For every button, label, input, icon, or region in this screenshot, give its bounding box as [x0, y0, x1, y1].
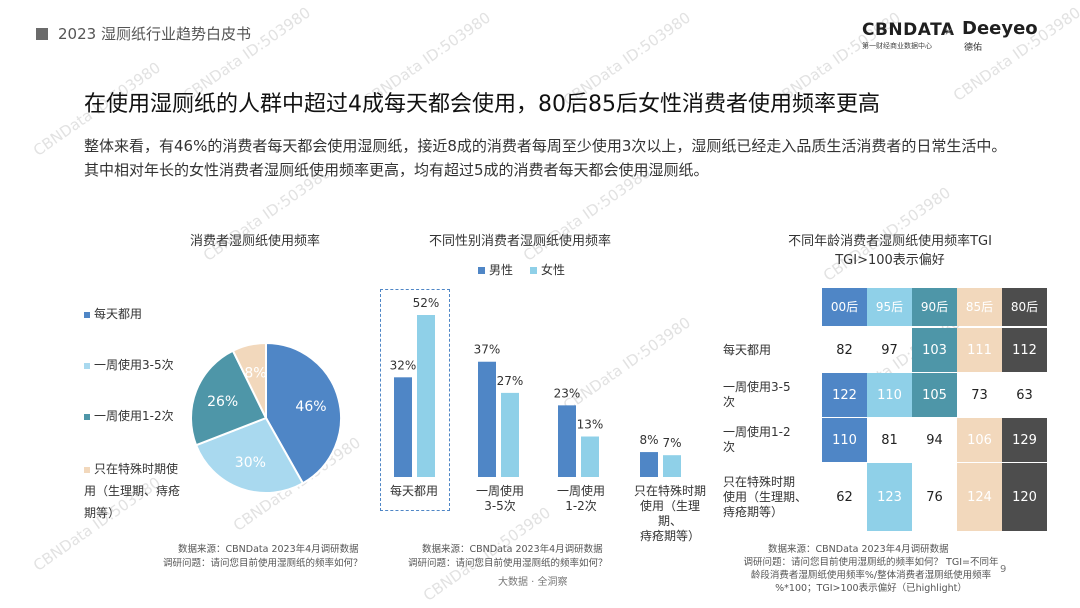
- pie-slice: [190, 349, 268, 447]
- legend-label: 每天都用: [94, 307, 143, 321]
- tgi-cell: 110: [867, 373, 912, 417]
- legend-label: 女性: [541, 263, 566, 277]
- tgi-column-header: 95 后: [867, 288, 912, 326]
- bar-category-label: 每天都用: [389, 484, 438, 498]
- tgi-cell: 76: [926, 489, 943, 505]
- pie-legend-item: 每天都用: [84, 304, 194, 324]
- tgi-cell: 103: [912, 328, 957, 372]
- tgi-cell: 63: [1016, 387, 1033, 403]
- tgi-cell: 124: [957, 463, 1002, 531]
- tgi-column-header: 80 后: [1002, 288, 1047, 326]
- tgi-question-note: 调研问题：请问您目前使用湿厕纸的频率如何？ TGI=不同年 龄段消费者湿厕纸使用频…: [743, 557, 999, 594]
- tgi-row-label: 只在特殊时期 使用（生理期、 痔疮期等）: [723, 474, 808, 519]
- bar-source-note: 数据来源：CBNData 2023年4月调研数据: [422, 544, 603, 555]
- bar-chart-title: 不同性别消费者湿厕纸使用频率: [428, 234, 611, 249]
- tgi-cell: 62: [836, 489, 853, 505]
- bar-legend-item: 女性: [530, 260, 565, 280]
- page-number: 9: [1000, 564, 1007, 575]
- tgi-cell: 111: [957, 328, 1002, 372]
- pie-source-note: 数据来源：CBNData 2023年4月调研数据: [178, 544, 359, 555]
- bar-legend-item: 男性: [478, 260, 513, 280]
- bar-male: [394, 377, 412, 477]
- tgi-cell: 105: [912, 373, 957, 417]
- report-title: 2023 湿厕纸行业趋势白皮书: [58, 25, 251, 43]
- logo-separator: ×: [944, 25, 954, 38]
- pie-chart: 46% 30% 26% 8%: [190, 341, 342, 494]
- deeyeo-logo: Deeyeo: [962, 18, 1038, 39]
- tgi-cell: 94: [926, 432, 943, 448]
- tgi-cell: 122: [822, 373, 867, 417]
- bar-value-label: 7%: [662, 436, 681, 450]
- legend-swatch: [84, 413, 90, 420]
- page-title: 在使用湿厕纸的人群中超过4成每天都会使用，80后85后女性消费者使用频率更高: [84, 92, 880, 117]
- header-marker: [36, 28, 48, 40]
- tgi-column-header: 85 后: [957, 288, 1002, 326]
- tgi-row-label: 一周使用1-2 次: [723, 425, 791, 454]
- pie-slice: [194, 416, 305, 494]
- tgi-cell: 97: [881, 342, 898, 358]
- cbndata-logo: CBNDATA: [862, 20, 955, 40]
- bar-female: [663, 455, 681, 477]
- bar-female: [417, 315, 435, 477]
- legend-swatch: [530, 267, 537, 274]
- bar-question-note: 调研问题：请问您目前使用湿厕纸的频率如何？: [408, 558, 608, 569]
- bar-category-label: 一周使用 1-2次: [556, 484, 605, 513]
- pie-slice: [231, 341, 267, 419]
- pie-legend-item: 只在特殊时期使用（生理期、痔疮期等）: [84, 458, 189, 524]
- legend-swatch: [84, 311, 90, 318]
- tgi-source-note: 数据来源：CBNData 2023年4月调研数据: [768, 544, 949, 555]
- bar-value-label: 23%: [554, 386, 581, 400]
- tgi-row-label: 每天都用: [723, 342, 772, 357]
- bar-value-label: 8%: [639, 433, 658, 447]
- bar-value-label: 13%: [577, 418, 604, 432]
- bar-male: [640, 452, 658, 477]
- bar-category-label: 只在特殊时期 使用（生理期、 痔疮期等）: [633, 484, 706, 543]
- bar-category-label: 一周使用 3-5次: [475, 484, 524, 513]
- tgi-cell: 106: [957, 418, 1002, 462]
- footer-brand: 大数据 · 全洞察: [498, 577, 568, 588]
- tgi-cell: 81: [881, 432, 898, 448]
- bar-value-label: 32%: [390, 358, 417, 372]
- summary-text: 整体来看，有46%的消费者每天都会使用湿厕纸，接近8成的消费者每周至少使用3次以…: [84, 137, 1007, 179]
- tgi-row-label: 一周使用3-5 次: [723, 380, 791, 409]
- deeyeo-logo-subtitle: 德佑: [964, 43, 983, 53]
- pie-question-note: 调研问题：请问您目前使用湿厕纸的频率如何？: [163, 558, 363, 569]
- bar-male: [478, 361, 496, 477]
- tgi-cell: 73: [971, 387, 988, 403]
- legend-label: 一周使用1-2次: [94, 409, 174, 423]
- bar-female: [501, 392, 519, 477]
- pie-slice-label: 8%: [244, 366, 266, 382]
- tgi-cell: 110: [822, 418, 867, 462]
- legend-label: 只在特殊时期使用（生理期、痔疮期等）: [84, 462, 181, 520]
- bar-female: [581, 436, 599, 477]
- cbndata-logo-subtitle: 第一财经商业数据中心: [862, 42, 932, 50]
- tgi-chart-title: 不同年龄消费者湿厕纸使用频率TGI: [788, 234, 992, 249]
- tgi-column-header: 90 后: [912, 288, 957, 326]
- tgi-chart-subtitle: TGI>100表示偏好: [835, 253, 945, 268]
- tgi-column-header: 00 后: [822, 288, 867, 326]
- bar-value-label: 52%: [413, 296, 440, 310]
- tgi-cell: 129: [1002, 418, 1047, 462]
- bar-value-label: 37%: [474, 343, 501, 357]
- bar-chart: 32% 37% 23% 8% 52% 27% 13% 7%: [390, 296, 682, 477]
- bar-male: [558, 405, 576, 477]
- highlight-box: [380, 289, 450, 511]
- tgi-cell: 112: [1002, 328, 1047, 372]
- pie-slice-label: 30%: [235, 455, 266, 471]
- tgi-cell: 120: [1002, 463, 1047, 531]
- legend-label: 男性: [489, 263, 514, 277]
- legend-swatch: [84, 362, 90, 369]
- pie-legend-item: 一周使用3-5次: [84, 355, 194, 375]
- tgi-cell: 123: [867, 463, 912, 531]
- pie-chart-title: 消费者湿厕纸使用频率: [189, 234, 320, 249]
- legend-label: 一周使用3-5次: [94, 358, 174, 372]
- pie-slice-label: 46%: [295, 399, 326, 415]
- legend-swatch: [478, 267, 485, 274]
- pie-legend-item: 一周使用1-2次: [84, 406, 194, 426]
- pie-slice-label: 26%: [207, 394, 238, 410]
- tgi-cell: 82: [836, 342, 853, 358]
- bar-value-label: 27%: [497, 374, 524, 388]
- pie-slice: [265, 341, 342, 485]
- legend-swatch: [84, 466, 90, 473]
